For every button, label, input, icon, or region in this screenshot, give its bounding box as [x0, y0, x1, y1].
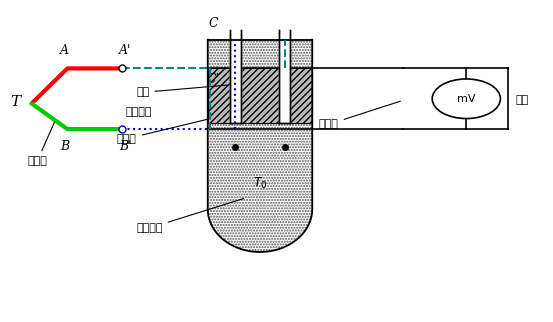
Text: C: C — [208, 17, 218, 30]
Text: 热电偶: 热电偶 — [27, 120, 55, 166]
Polygon shape — [279, 30, 290, 123]
Text: C': C' — [207, 73, 220, 86]
Text: 锅导线: 锅导线 — [319, 101, 400, 129]
Text: mV: mV — [457, 94, 476, 104]
Text: B: B — [60, 140, 69, 153]
Text: 试管: 试管 — [136, 85, 232, 97]
Text: $T_0$: $T_0$ — [253, 176, 267, 191]
Text: 冰点槽: 冰点槽 — [117, 118, 211, 144]
Text: A: A — [60, 44, 69, 57]
Text: A': A' — [119, 44, 132, 57]
Text: T: T — [10, 95, 20, 109]
PathPatch shape — [208, 40, 312, 252]
Polygon shape — [229, 30, 241, 123]
Bar — [208, 69, 312, 123]
Text: 补偿导线: 补偿导线 — [125, 107, 152, 117]
Circle shape — [432, 79, 500, 118]
Text: 冰水溶液: 冰水溶液 — [136, 199, 243, 233]
Text: B': B' — [119, 140, 132, 153]
Text: 仪表: 仪表 — [516, 95, 529, 105]
